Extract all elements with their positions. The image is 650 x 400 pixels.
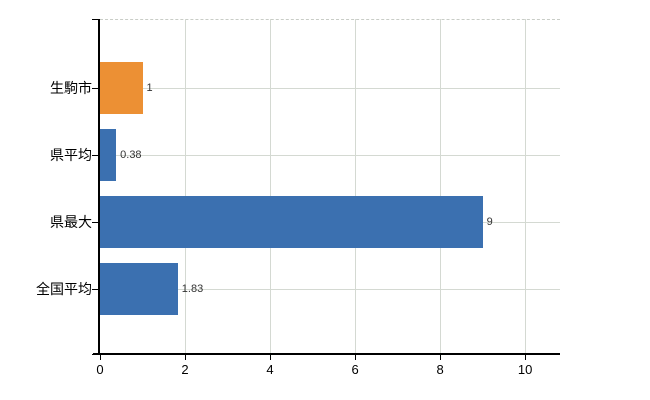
- category-label: 全国平均: [36, 281, 92, 297]
- category-label: 生駒市: [50, 80, 92, 96]
- x-axis-line: [93, 353, 560, 355]
- value-label: 1: [146, 82, 153, 94]
- x-tick-mark: [525, 355, 527, 360]
- x-tick-mark: [185, 355, 187, 360]
- x-tick-label: 6: [351, 362, 359, 377]
- y-tick-mark: [92, 222, 98, 223]
- x-tick-label: 0: [96, 362, 104, 377]
- x-tick-label: 4: [266, 362, 274, 377]
- x-tick-label: 10: [517, 362, 533, 377]
- x-tick-mark: [270, 355, 272, 360]
- category-label: 県平均: [50, 147, 92, 163]
- x-tick-label: 2: [181, 362, 189, 377]
- y-tick-mark: [92, 88, 98, 89]
- y-tick-mark: [92, 354, 98, 355]
- category-label: 県最大: [50, 214, 92, 230]
- bar-category-2: [100, 196, 483, 248]
- gridline-vertical: [524, 19, 526, 354]
- bar-category-0: [100, 62, 143, 114]
- value-label: 9: [486, 216, 493, 228]
- plot-area: 1 0.38 9 1.83: [100, 19, 560, 354]
- gridline-vertical: [439, 19, 441, 354]
- gridline-horizontal: [100, 289, 560, 290]
- bar-category-3: [100, 263, 178, 315]
- gridline-horizontal: [100, 155, 560, 156]
- value-label: 1.83: [181, 283, 204, 295]
- y-tick-mark: [92, 155, 98, 156]
- y-tick-mark: [92, 289, 98, 290]
- bar-category-1: [100, 129, 117, 181]
- gridline-horizontal: [100, 88, 560, 89]
- plot-top-border: [100, 19, 560, 20]
- gridline-vertical: [269, 19, 271, 354]
- x-tick-mark: [100, 355, 101, 360]
- y-tick-mark: [92, 19, 98, 20]
- x-tick-mark: [440, 355, 442, 360]
- y-axis-line: [98, 19, 100, 355]
- value-label: 0.38: [120, 149, 142, 161]
- x-tick-label: 8: [436, 362, 444, 377]
- gridline-vertical: [354, 19, 356, 354]
- x-tick-mark: [355, 355, 357, 360]
- gridline-vertical: [184, 19, 186, 354]
